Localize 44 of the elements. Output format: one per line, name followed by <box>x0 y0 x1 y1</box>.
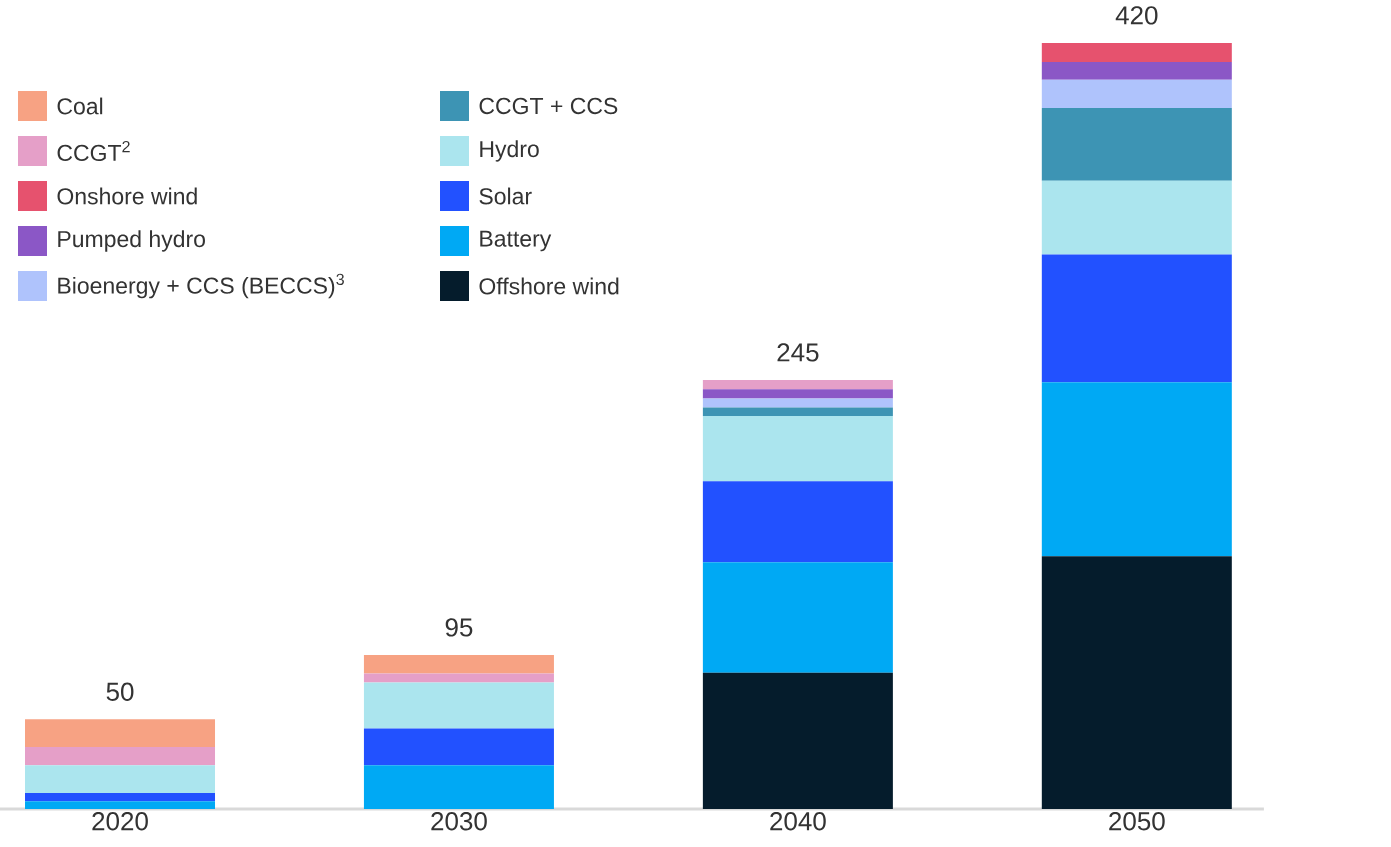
x-tick-label: 2030 <box>431 812 487 831</box>
legend-label: CCGT + CCS <box>479 97 618 115</box>
legend-label: Pumped hydro <box>58 230 205 252</box>
legend-label: Onshore wind <box>57 187 197 205</box>
bar <box>363 682 554 729</box>
annotation: 420 <box>1115 6 1158 25</box>
bar <box>25 746 216 766</box>
bar <box>702 416 893 482</box>
bar <box>1041 108 1232 181</box>
annotation: 245 <box>777 343 819 362</box>
bar <box>702 481 893 563</box>
bar <box>25 765 216 793</box>
legend-label: Solar <box>479 187 532 205</box>
bar <box>25 719 216 747</box>
bar <box>1041 62 1232 80</box>
legend-label: Bioenergy + CCS (BECCS)$^{3}$ <box>58 273 344 299</box>
x-tick-label: 2050 <box>1109 812 1165 831</box>
bar <box>1041 556 1232 809</box>
legend-label: Hydro <box>480 140 539 162</box>
bar <box>1041 79 1232 109</box>
bar <box>702 389 893 399</box>
annotation: 95 <box>445 618 473 637</box>
annotation: 50 <box>106 682 134 701</box>
bar <box>702 380 893 390</box>
x-tick-label: 2020 <box>92 812 148 831</box>
bar <box>1041 42 1232 63</box>
bar <box>363 765 554 809</box>
bar <box>702 407 893 417</box>
bar <box>25 792 216 802</box>
bar <box>363 673 554 683</box>
legend-label: Battery <box>480 230 552 252</box>
bar <box>1041 254 1232 383</box>
bar <box>702 398 893 408</box>
legend-label: Offshore wind <box>479 277 619 295</box>
legend-label: Coal <box>57 97 103 115</box>
bar <box>363 655 554 674</box>
bar <box>1041 382 1232 557</box>
x-tick-label: 2040 <box>770 812 826 831</box>
bar <box>1041 180 1232 255</box>
legend-label: CCGT$^{2}$ <box>57 140 130 162</box>
bar <box>25 801 216 809</box>
bar <box>702 562 893 673</box>
bar <box>702 672 893 809</box>
bar <box>363 728 554 766</box>
